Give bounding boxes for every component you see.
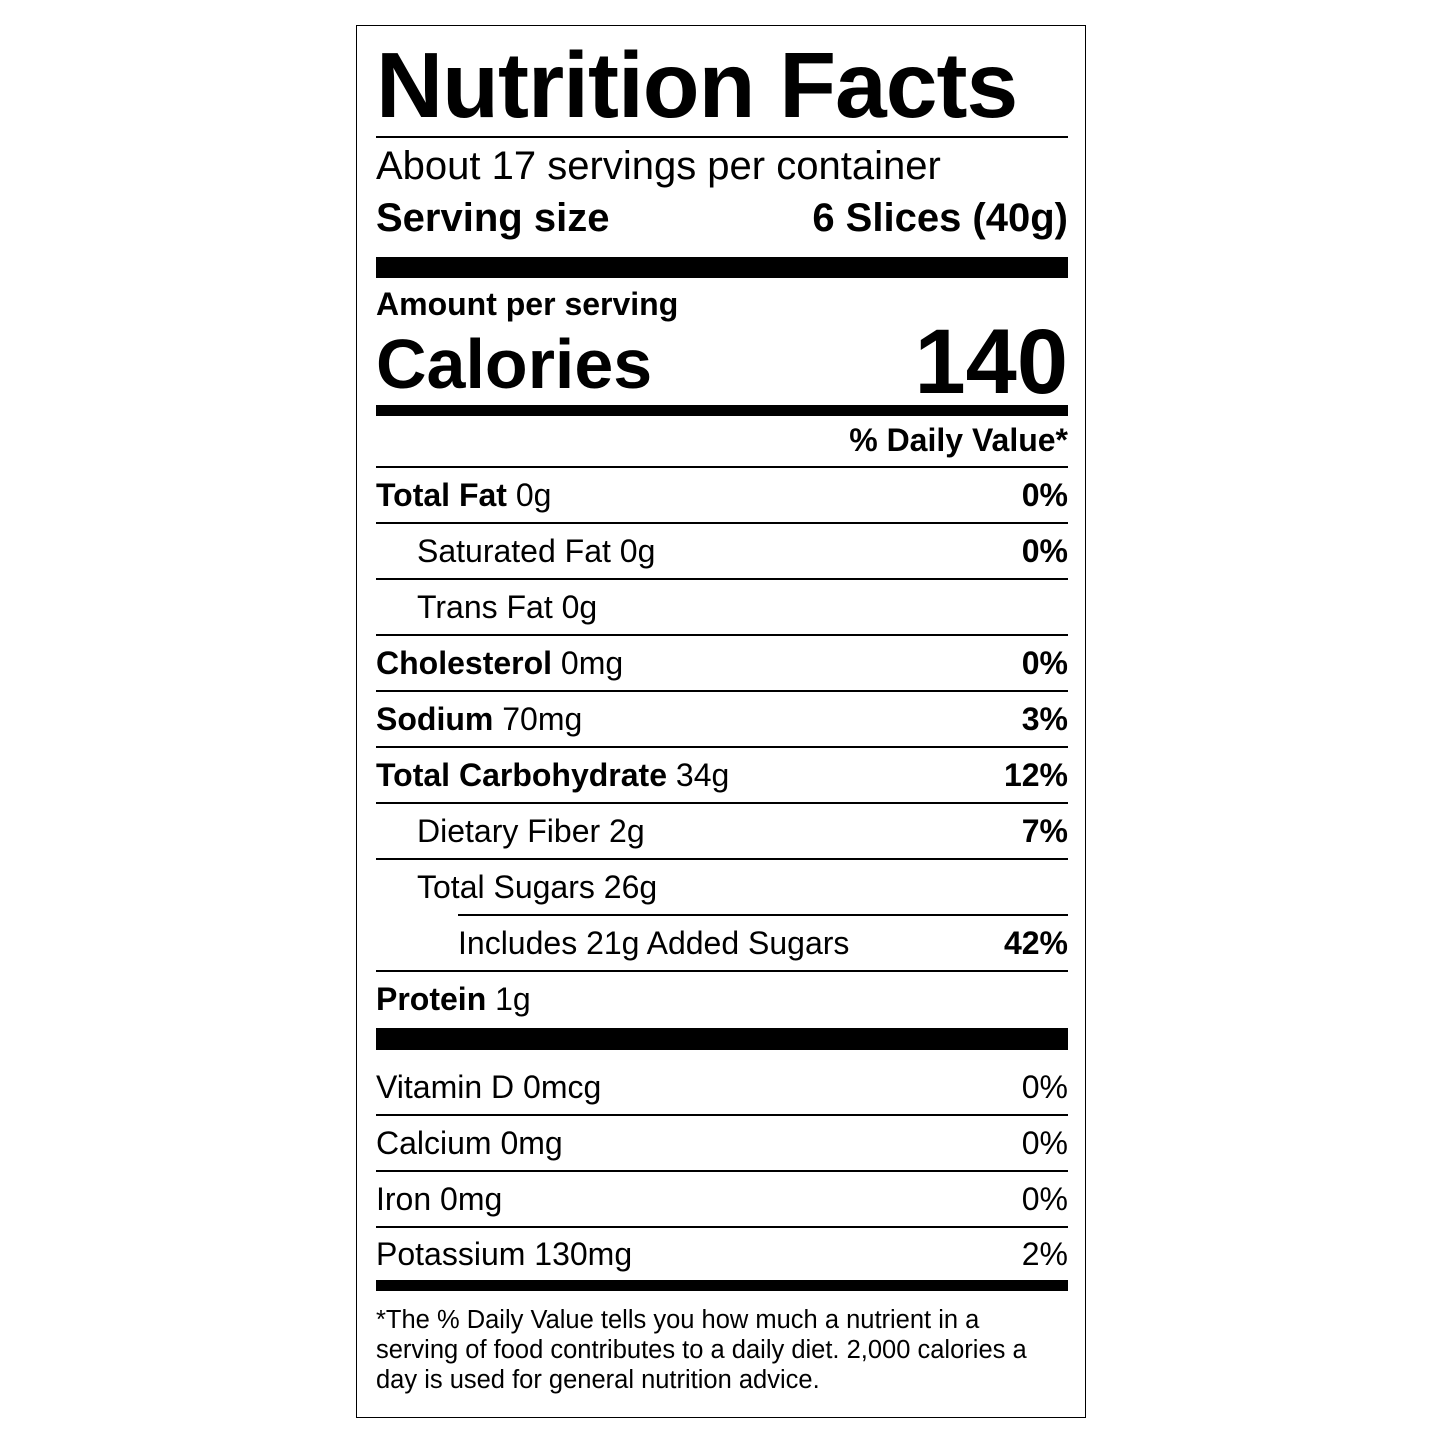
nutrient-row-added-sugars: Includes 21g Added Sugars 42% (376, 915, 1068, 972)
calories-label: Calories (376, 325, 653, 403)
thick-divider (376, 257, 1068, 278)
divider (376, 466, 1068, 468)
nutrient-row-sodium: Sodium 70mg 3% (376, 691, 1068, 748)
vitamin-row-calcium: Calcium 0mg 0% (376, 1115, 1068, 1172)
calories-value: 140 (914, 311, 1069, 413)
label-title: Nutrition Facts (376, 33, 1018, 137)
nutrient-row-dietary-fiber: Dietary Fiber 2g 7% (376, 803, 1068, 860)
vitamin-row-potassium: Potassium 130mg 2% (376, 1235, 1068, 1272)
daily-value-header: % Daily Value* (849, 422, 1068, 458)
vitamin-row-vitamin-d: Vitamin D 0mcg 0% (376, 1059, 1068, 1116)
serving-size-label: Serving size (376, 196, 610, 240)
calories-row: Calories 140 (376, 314, 1068, 410)
serving-size-value: 6 Slices (40g) (812, 196, 1068, 240)
nutrition-label-border (356, 25, 1086, 1418)
divider (376, 136, 1068, 138)
nutrient-row-total-carbohydrate: Total Carbohydrate 34g 12% (376, 747, 1068, 804)
medium-divider (376, 405, 1068, 416)
nutrient-row-cholesterol: Cholesterol 0mg 0% (376, 635, 1068, 692)
nutrient-row-total-fat: Total Fat 0g 0% (376, 467, 1068, 524)
servings-per-container: About 17 servings per container (376, 144, 941, 188)
nutrient-row-trans-fat: Trans Fat 0g (376, 579, 1068, 636)
vitamin-row-iron: Iron 0mg 0% (376, 1171, 1068, 1228)
nutrient-row-saturated-fat: Saturated Fat 0g 0% (376, 523, 1068, 580)
serving-size: Serving size 6 Slices (40g) (376, 194, 1068, 242)
nutrient-row-total-sugars: Total Sugars 26g (376, 859, 1068, 916)
thick-divider (376, 1028, 1068, 1050)
medium-divider (376, 1280, 1068, 1291)
nutrient-row-protein: Protein 1g (376, 980, 531, 1017)
amount-per-serving: Amount per serving (376, 286, 679, 322)
footnote: *The % Daily Value tells you how much a … (376, 1306, 1027, 1394)
